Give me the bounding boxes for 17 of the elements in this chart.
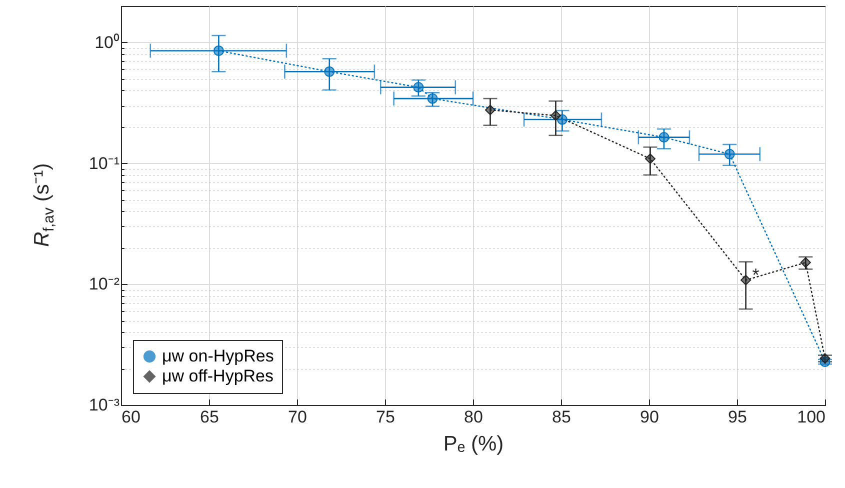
y-tick-label: 10⁻¹	[88, 154, 120, 173]
y-tick-label: 10⁻³	[88, 396, 120, 414]
y-tick-label: 10⁰	[94, 32, 120, 52]
x-tick-label: 60	[122, 408, 140, 426]
legend-label: μw off-HypRes	[162, 366, 274, 386]
x-tick-label: 100	[797, 408, 826, 426]
y-tick-label: 10⁻²	[88, 274, 120, 294]
annotation: *	[752, 265, 760, 286]
x-axis-title: Pₑ (%)	[443, 432, 504, 456]
x-tick-label: 70	[288, 408, 307, 426]
x-tick-label: 90	[640, 408, 659, 426]
x-tick-label: 65	[200, 408, 219, 426]
x-tick-label: 95	[728, 408, 747, 426]
x-tick-label: 85	[552, 408, 571, 426]
x-tick-label: 75	[376, 408, 395, 426]
x-tick-label: 80	[464, 408, 483, 426]
legend-label: μw on-HypRes	[162, 346, 274, 366]
